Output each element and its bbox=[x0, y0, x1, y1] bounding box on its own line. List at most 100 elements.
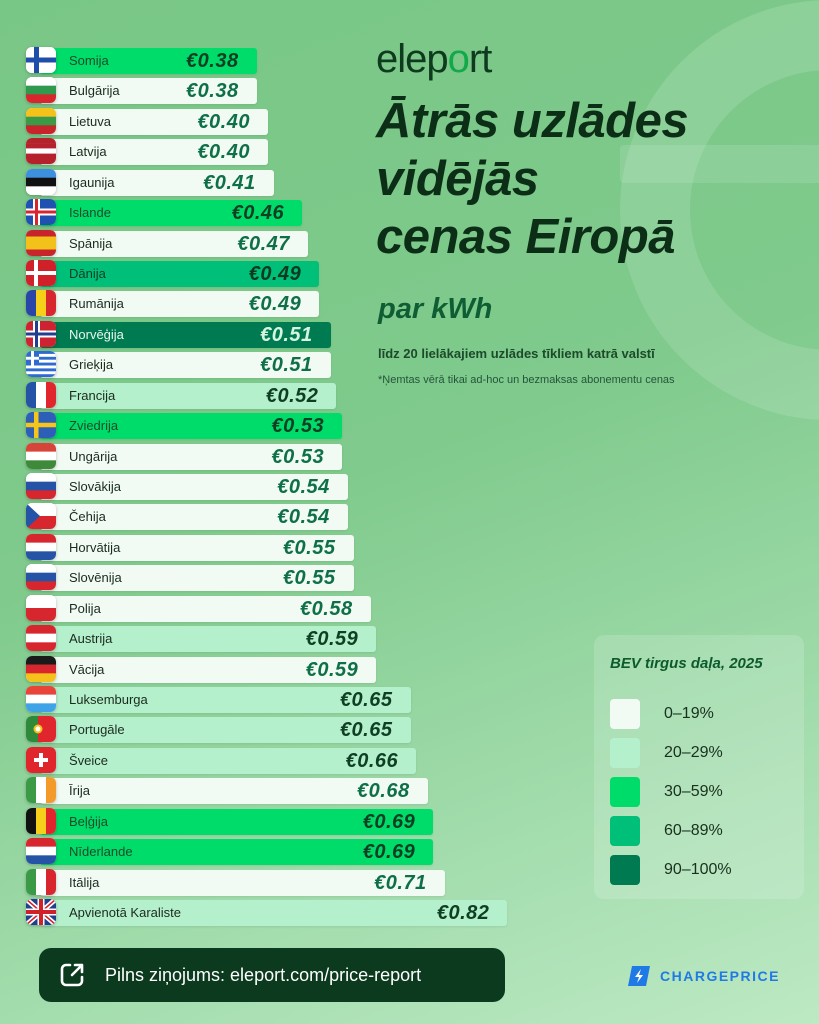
legend: BEV tirgus daļa, 2025 0–19% 20–29% 30–59% 6… bbox=[594, 635, 804, 899]
bar bbox=[40, 595, 371, 622]
bar-row: Īrija €0.68 bbox=[26, 777, 428, 805]
flag-ie-icon bbox=[26, 777, 56, 804]
bar-row: Čehija €0.54 bbox=[26, 503, 348, 531]
country-label: Slovākija bbox=[69, 479, 122, 495]
country-label: Itālija bbox=[69, 874, 100, 890]
price-label: €0.51 bbox=[260, 323, 313, 346]
bar-row: Beļģija €0.69 bbox=[26, 807, 434, 835]
country-label: Īrija bbox=[69, 783, 90, 799]
flag-be-icon bbox=[26, 807, 56, 834]
country-label: Ungārija bbox=[69, 448, 118, 464]
background-decoration-bar bbox=[620, 145, 819, 183]
legend-label: 60–89% bbox=[664, 822, 723, 839]
bar-row: Latvija €0.40 bbox=[26, 138, 268, 166]
country-label: Šveice bbox=[69, 752, 109, 768]
bar-row: Luksemburga €0.65 bbox=[26, 686, 411, 714]
country-label: Vācija bbox=[69, 661, 105, 677]
bar bbox=[40, 504, 348, 531]
flag-gb-icon bbox=[26, 899, 56, 926]
bar-row: Vācija €0.59 bbox=[26, 655, 377, 683]
country-label: Luksemburga bbox=[69, 692, 148, 708]
legend-swatch bbox=[610, 738, 640, 768]
page-title: Ātrās uzlādes vidējās cenas Eiropā bbox=[376, 92, 689, 266]
price-label: €0.69 bbox=[362, 841, 416, 864]
country-label: Igaunija bbox=[69, 174, 115, 190]
chargeprice-logo: CHARGEPRICE bbox=[624, 964, 804, 988]
legend-swatch bbox=[610, 777, 640, 807]
price-label: €0.47 bbox=[237, 232, 290, 255]
country-label: Latvija bbox=[69, 144, 107, 160]
bar-row: Horvātija €0.55 bbox=[26, 533, 354, 561]
bar bbox=[40, 261, 320, 287]
flag-lv-icon bbox=[26, 138, 56, 165]
country-label: Grieķija bbox=[69, 357, 114, 373]
legend-label: 90–100% bbox=[664, 861, 732, 878]
title-line-3: cenas Eiropā bbox=[376, 210, 676, 264]
price-label: €0.65 bbox=[339, 689, 393, 712]
note: līdz 20 lielākajiem uzlādes tīkliem katr… bbox=[378, 346, 655, 361]
country-label: Apvienotā Karaliste bbox=[69, 905, 182, 921]
bar bbox=[40, 717, 411, 744]
bar bbox=[40, 352, 331, 379]
footnote: *Ņemtas vērā tikai ad-hoc un bezmaksas a… bbox=[378, 374, 675, 386]
bar-row: Norvēģija €0.51 bbox=[26, 320, 331, 348]
bar bbox=[40, 656, 377, 683]
bar bbox=[40, 839, 434, 866]
country-label: Rumānija bbox=[69, 296, 124, 312]
price-label: €0.58 bbox=[300, 597, 353, 620]
bar-row: Šveice €0.66 bbox=[26, 746, 417, 774]
title-line-1: Ātrās uzlādes bbox=[376, 94, 689, 148]
price-label: €0.68 bbox=[357, 780, 410, 803]
legend-title: BEV tirgus daļa, 2025 bbox=[610, 655, 763, 672]
bar-row: Lietuva €0.40 bbox=[26, 107, 268, 135]
country-label: Slovēnija bbox=[69, 570, 122, 586]
bar-row: Austrija €0.59 bbox=[26, 625, 377, 653]
full-report-link[interactable]: Pilns ziņojums: eleport.com/price-report bbox=[39, 948, 505, 1002]
flag-fr-icon bbox=[26, 381, 56, 408]
bar bbox=[40, 534, 354, 561]
price-label: €0.54 bbox=[277, 476, 330, 499]
flag-ee-icon bbox=[26, 168, 56, 195]
flag-ch-icon bbox=[26, 746, 56, 773]
bar bbox=[40, 382, 337, 409]
flag-lu-icon bbox=[26, 686, 56, 713]
country-label: Horvātija bbox=[69, 539, 121, 555]
eleport-logo: eleport bbox=[376, 37, 492, 81]
flag-pt-icon bbox=[26, 716, 56, 743]
price-label: €0.65 bbox=[339, 719, 393, 742]
price-label: €0.49 bbox=[248, 263, 302, 285]
legend-label: 0–19% bbox=[664, 705, 714, 722]
price-label: €0.40 bbox=[197, 110, 250, 133]
price-label: €0.69 bbox=[362, 810, 416, 833]
bar bbox=[40, 78, 257, 105]
price-label: €0.53 bbox=[271, 415, 325, 438]
flag-cz-icon bbox=[26, 503, 56, 530]
country-label: Polija bbox=[69, 600, 101, 616]
bar bbox=[40, 747, 417, 774]
bar bbox=[40, 291, 320, 318]
bar-row: Dānija €0.49 bbox=[26, 260, 320, 287]
country-label: Zviedrija bbox=[69, 418, 119, 434]
flag-ro-icon bbox=[26, 290, 56, 317]
bar-row: Slovākija €0.54 bbox=[26, 473, 348, 501]
bar-row: Portugāle €0.65 bbox=[26, 716, 411, 744]
flag-gr-icon bbox=[26, 351, 56, 378]
price-label: €0.46 bbox=[231, 202, 285, 225]
country-label: Francija bbox=[69, 387, 116, 403]
bar bbox=[40, 687, 411, 714]
full-report-label: Pilns ziņojums: eleport.com/price-report bbox=[105, 965, 422, 985]
bar bbox=[40, 626, 377, 653]
bar bbox=[40, 900, 508, 927]
country-label: Lietuva bbox=[69, 113, 111, 129]
bar-row: Itālija €0.71 bbox=[26, 868, 445, 896]
flag-pl-icon bbox=[26, 594, 56, 621]
country-label: Portugāle bbox=[69, 722, 125, 738]
price-label: €0.40 bbox=[197, 141, 250, 164]
flag-is-icon bbox=[26, 199, 56, 226]
country-label: Dānija bbox=[69, 266, 106, 281]
bar bbox=[40, 443, 343, 470]
bar-row: Nīderlande €0.69 bbox=[26, 838, 434, 866]
bar-row: Zviedrija €0.53 bbox=[26, 412, 343, 440]
flag-bg-icon bbox=[26, 77, 56, 104]
flag-no-icon bbox=[26, 320, 56, 347]
